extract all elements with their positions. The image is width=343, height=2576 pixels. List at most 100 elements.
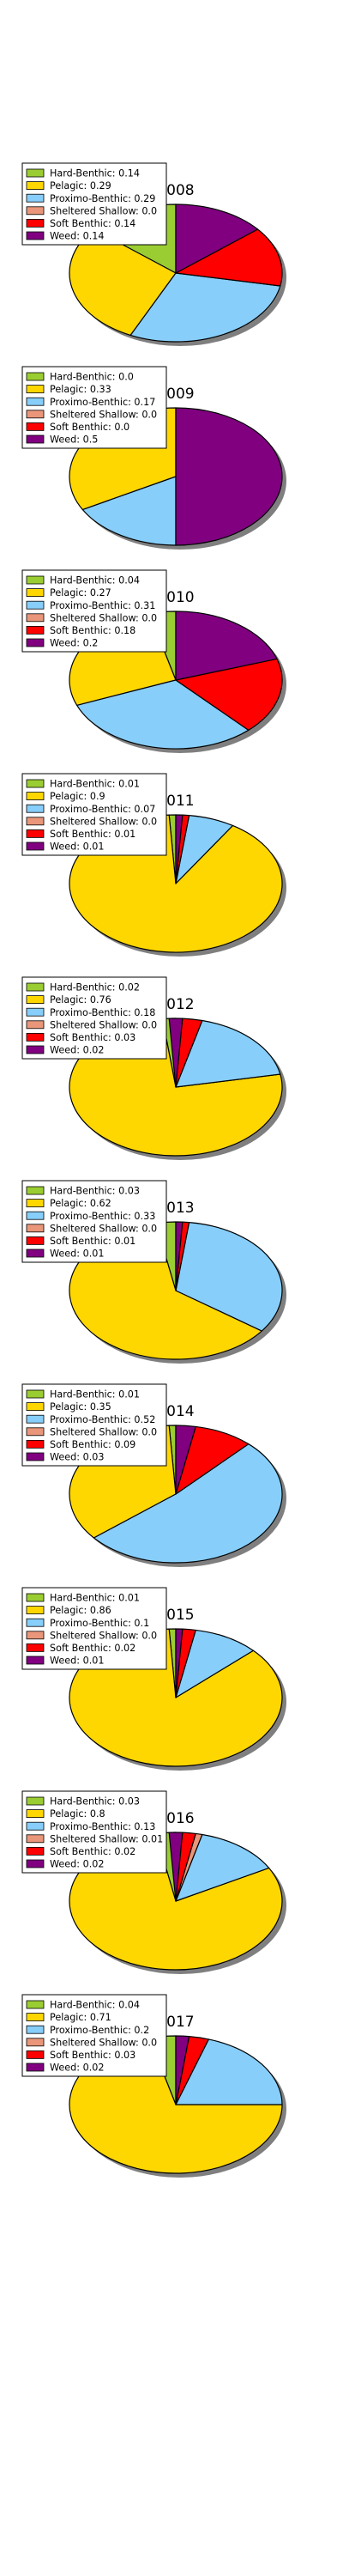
legend-swatch [26,1859,45,1868]
legend-swatch [26,397,45,406]
legend-label: Pelagic: 0.76 [50,994,111,1005]
legend-label: Soft Benthic: 0.03 [50,1032,135,1043]
legend-label: Proximo-Benthic: 0.2 [50,2025,149,2036]
legend-label: Soft Benthic: 0.0 [50,422,129,433]
legend-swatch [26,1402,45,1411]
pie-slice-proximo-benthic [175,1833,270,1902]
legend-frame [21,366,167,449]
legend-swatch [26,1834,45,1844]
legend-swatch [26,231,45,240]
legend-swatch [26,1414,45,1424]
pie-slice-proximo-benthic [129,272,281,343]
legend-swatch [26,1440,45,1449]
pie-slice-weed [175,407,283,546]
pie-slice-weed [175,611,278,681]
pie-slice-proximo-benthic [81,476,177,546]
legend-frame [21,569,167,653]
legend-frame [21,1383,167,1467]
legend-swatch [26,1224,45,1233]
legend-swatch [26,1606,45,1614]
legend-swatch [26,385,45,394]
legend-label: Soft Benthic: 0.18 [50,625,135,636]
legend-label: Hard-Benthic: 0.04 [50,575,140,586]
legend-swatch [26,1452,45,1461]
legend-frame [21,162,167,246]
legend-label: Pelagic: 0.86 [50,1605,111,1616]
legend-label: Hard-Benthic: 0.03 [50,1796,140,1807]
pie-slice-weed [175,204,259,274]
legend-swatch [26,1236,45,1245]
legend-swatch [26,1593,45,1602]
pie-slice-proximo-benthic [175,1019,281,1088]
legend-swatch [26,168,45,178]
legend-label: Soft Benthic: 0.02 [50,1846,135,1857]
legend-label: Sheltered Shallow: 0.0 [50,1019,157,1030]
legend-swatch [26,792,45,800]
legend-label: Sheltered Shallow: 0.0 [50,1630,157,1641]
legend-swatch [26,1211,45,1220]
pie-slice-proximo-benthic [175,2038,283,2105]
legend-label: Weed: 0.03 [50,1452,105,1463]
legend-label: Proximo-Benthic: 0.18 [50,1007,155,1018]
legend-label: Weed: 0.01 [50,1249,105,1260]
legend-swatch [26,1199,45,1207]
pie-slice-weed [168,1018,184,1088]
legend-label: Weed: 0.01 [50,841,105,853]
legend-label: Soft Benthic: 0.14 [50,218,135,229]
legend-label: Pelagic: 0.35 [50,1401,111,1413]
legend-label: Sheltered Shallow: 0.01 [50,1833,163,1844]
legend-swatch [26,181,45,191]
legend-swatch [26,613,45,623]
legend-swatch [26,1618,45,1627]
legend-swatch [26,1045,45,1054]
legend-label: Soft Benthic: 0.01 [50,1236,135,1247]
legend-label: Pelagic: 0.29 [50,180,111,191]
legend-label: Sheltered Shallow: 0.0 [50,409,157,420]
legend-frame [21,1180,167,1263]
legend-swatch [26,2025,45,2034]
legend-swatch [26,422,45,431]
legend-label: Proximo-Benthic: 0.29 [50,193,155,204]
legend-swatch [26,1809,45,1819]
pie-slice-proximo-benthic [76,679,250,750]
legend-label: Weed: 0.02 [50,1045,105,1056]
legend-label: Sheltered Shallow: 0.0 [50,2037,157,2048]
legend-swatch [26,1186,45,1195]
legend-label: Soft Benthic: 0.02 [50,1643,135,1654]
legend-label: Sheltered Shallow: 0.0 [50,205,157,216]
legend-label: Weed: 0.14 [50,231,105,242]
legend-swatch [26,817,45,826]
legend-label: Weed: 0.02 [50,2063,105,2074]
legend-label: Soft Benthic: 0.03 [50,2050,135,2061]
legend-swatch [26,575,45,585]
legend-label: Pelagic: 0.27 [50,587,111,598]
pie-slice-proximo-benthic [93,1443,283,1564]
legend-swatch [26,1389,45,1399]
legend-label: Proximo-Benthic: 0.17 [50,397,155,408]
legend-swatch [26,829,45,838]
legend-label: Proximo-Benthic: 0.52 [50,1414,155,1425]
legend-frame [21,1587,167,1670]
legend-frame [21,773,167,856]
legend-label: Pelagic: 0.33 [50,384,111,395]
legend-label: Weed: 0.02 [50,1859,105,1870]
legend-swatch [26,841,45,851]
legend-label: Proximo-Benthic: 0.33 [50,1211,155,1222]
legend-swatch [26,2013,45,2022]
legend-swatch [26,995,45,1004]
legend-label: Proximo-Benthic: 0.31 [50,600,155,611]
legend-swatch [26,2038,45,2047]
pie-slice-weed [168,1832,184,1902]
